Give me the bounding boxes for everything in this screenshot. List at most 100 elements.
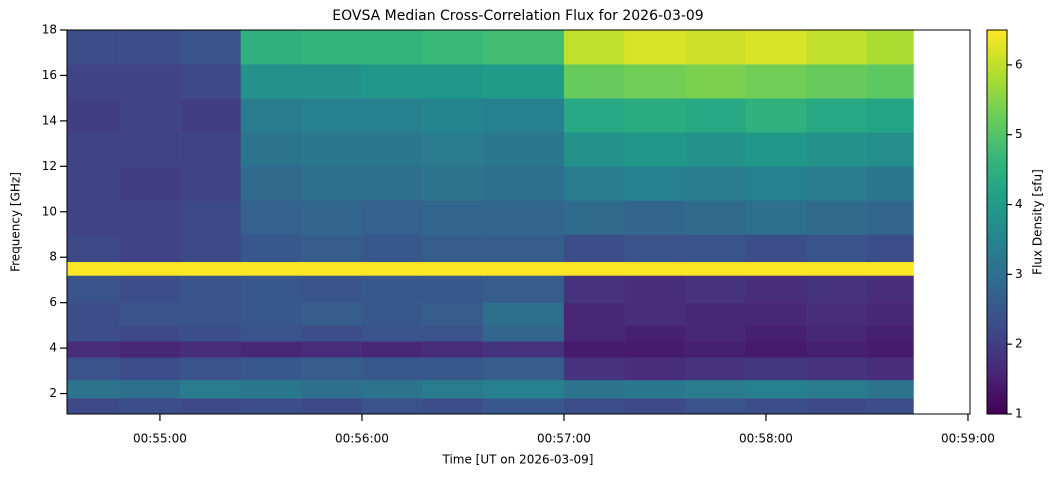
heatmap-cell xyxy=(483,357,565,381)
heatmap-cell xyxy=(624,357,686,381)
heatmap-cell xyxy=(67,261,120,276)
heatmap-cell xyxy=(422,325,484,342)
y-tick-label: 16 xyxy=(42,68,57,82)
colorbar-tick-label: 5 xyxy=(1015,127,1023,141)
heatmap-cell xyxy=(240,234,302,263)
heatmap-cell xyxy=(301,357,363,381)
heatmap-cell xyxy=(180,302,242,326)
heatmap-cell xyxy=(240,357,302,381)
heatmap-cell xyxy=(180,325,242,342)
heatmap-cell xyxy=(483,302,565,326)
heatmap-cell xyxy=(301,275,363,303)
heatmap-cell xyxy=(180,234,242,263)
heatmap-cell xyxy=(119,398,181,415)
heatmap-cell xyxy=(685,64,747,99)
heatmap-cell xyxy=(624,200,686,235)
heatmap-cell xyxy=(180,98,242,133)
heatmap-cell xyxy=(301,132,363,167)
heatmap-cell xyxy=(361,275,423,303)
heatmap-cell xyxy=(119,275,181,303)
heatmap-cell xyxy=(745,325,807,342)
heatmap-cell xyxy=(422,398,484,415)
x-tick-label: 00:55:00 xyxy=(133,432,187,446)
y-axis-label: Frequency [GHz] xyxy=(9,172,23,272)
heatmap-cell xyxy=(745,379,807,399)
heatmap-cell xyxy=(180,261,242,276)
heatmap-cell xyxy=(422,98,484,133)
heatmap-cell xyxy=(745,132,807,167)
heatmap-cell xyxy=(806,302,868,326)
colorbar-label: Flux Density [sfu] xyxy=(1031,169,1045,275)
heatmap-cell xyxy=(806,64,868,99)
heatmap-cell xyxy=(422,64,484,99)
heatmap-cell xyxy=(422,132,484,167)
heatmap-cell xyxy=(180,64,242,99)
heatmap-cell xyxy=(624,234,686,263)
heatmap-cell xyxy=(240,398,302,415)
heatmap-cell xyxy=(240,132,302,167)
heatmap-cell xyxy=(483,132,565,167)
heatmap-cell xyxy=(301,379,363,399)
heatmap-cell xyxy=(745,302,807,326)
heatmap-cell xyxy=(240,261,302,276)
heatmap-cell xyxy=(119,302,181,326)
heatmap-cell xyxy=(361,341,423,358)
heatmap-cell xyxy=(483,325,565,342)
heatmap-cell xyxy=(563,132,625,167)
heatmap-cell xyxy=(240,64,302,99)
heatmap-cell xyxy=(866,341,914,358)
heatmap-cell xyxy=(361,166,423,201)
heatmap-cell xyxy=(685,379,747,399)
heatmap-cell xyxy=(301,261,363,276)
heatmap-cell xyxy=(806,261,868,276)
y-tick-label: 8 xyxy=(49,250,57,264)
heatmap-cell xyxy=(361,64,423,99)
heatmap-cell xyxy=(119,132,181,167)
x-tick-label: 00:56:00 xyxy=(335,432,389,446)
heatmap-cell xyxy=(361,302,423,326)
heatmap-cell xyxy=(866,275,914,303)
heatmap-cell xyxy=(180,357,242,381)
heatmap-cell xyxy=(67,166,120,201)
heatmap-cell xyxy=(422,234,484,263)
heatmap-cell xyxy=(119,357,181,381)
heatmap-cell xyxy=(685,261,747,276)
heatmap-cell xyxy=(866,64,914,99)
heatmap-cell xyxy=(361,357,423,381)
colorbar-tick-label: 4 xyxy=(1015,197,1023,211)
heatmap-cell xyxy=(745,234,807,263)
heatmap-cell xyxy=(624,379,686,399)
heatmap-cell xyxy=(685,398,747,415)
heatmap-cell xyxy=(119,166,181,201)
heatmap-cell xyxy=(483,64,565,99)
x-axis-label: Time [UT on 2026-03-09] xyxy=(442,453,594,467)
x-tick-label: 00:58:00 xyxy=(739,432,793,446)
colorbar-tick-label: 6 xyxy=(1015,57,1023,71)
heatmap-cell xyxy=(240,166,302,201)
heatmap-cell xyxy=(361,325,423,342)
heatmap-cell xyxy=(119,325,181,342)
heatmap-cell xyxy=(483,200,565,235)
heatmap-cell xyxy=(745,357,807,381)
heatmap-cell xyxy=(422,261,484,276)
heatmap-cell xyxy=(685,132,747,167)
heatmap-cell xyxy=(119,341,181,358)
heatmap-cell xyxy=(563,64,625,99)
heatmap-cell xyxy=(624,302,686,326)
heatmap-cell xyxy=(361,379,423,399)
heatmap-cell xyxy=(624,166,686,201)
heatmap-cell xyxy=(361,234,423,263)
heatmap-cell xyxy=(180,379,242,399)
heatmap-cell xyxy=(483,98,565,133)
heatmap-cell xyxy=(806,325,868,342)
heatmap-cell xyxy=(685,234,747,263)
heatmap-cell xyxy=(361,98,423,133)
heatmap-cell xyxy=(563,234,625,263)
heatmap-cell xyxy=(685,357,747,381)
x-tick-label: 00:57:00 xyxy=(537,432,591,446)
heatmap-cell xyxy=(240,98,302,133)
heatmap-cell xyxy=(563,302,625,326)
heatmap-cell xyxy=(624,325,686,342)
heatmap-cell xyxy=(806,166,868,201)
heatmap-cell xyxy=(422,379,484,399)
